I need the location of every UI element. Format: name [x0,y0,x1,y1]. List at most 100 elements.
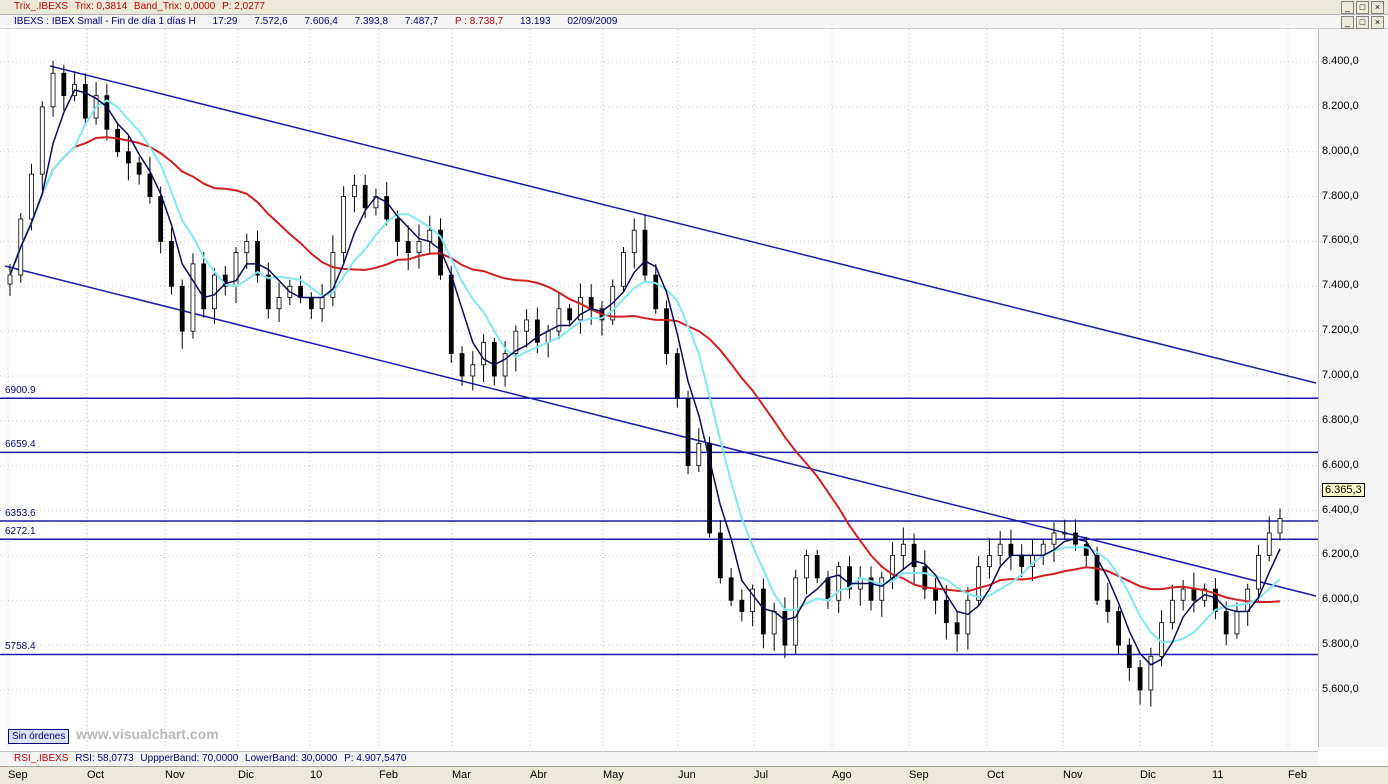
rsi-indicator-bar: RSI_.IBEXS RSI: 58,0773 UppperBand: 70,0… [0,751,1318,765]
candle-up [330,252,336,298]
month-label: Nov [165,769,185,781]
ma-mid-line [9,99,1281,643]
month-label: May [603,769,624,781]
candle-up [987,555,992,568]
date-value: 02/09/2009 [567,16,618,27]
candle-down [115,128,121,153]
candle-up [879,577,885,601]
month-label: Sep [8,769,28,781]
trix-name: Trix_.IBEXS [14,1,69,12]
trix-value: Trix: 0,3814 [74,1,128,12]
candle-up [793,577,799,646]
candle-up [470,364,476,377]
chart-minimize-button[interactable]: _ [1341,16,1354,29]
top-indicator-bar: Trix_.IBEXS Trix: 0,3814 Band_Trix: 0,00… [0,0,1388,15]
candle-up [416,241,422,254]
candle-down [1083,543,1089,556]
candle-down [405,241,411,254]
price-chart[interactable] [0,29,1318,747]
symbol-label: IBEXS : IBEX Small - Fin de día 1 días H [14,16,196,27]
y-axis-label: 8.000,0 [1322,144,1359,157]
chart-window-buttons: _ □ × [1339,16,1384,29]
y-axis-label: 7.800,0 [1322,189,1359,202]
candle-down [847,566,852,590]
candle-down [653,274,659,310]
y-axis-label: 6.800,0 [1322,413,1359,426]
sin-ordenes-button[interactable]: Sin órdenes [8,729,70,744]
minimize-button[interactable]: _ [1341,1,1354,14]
candle-down [1008,543,1014,556]
candle-down [395,218,400,242]
candle-up [481,341,486,366]
hline-label: 6900.9 [5,385,36,397]
candle-up [750,588,756,612]
candle-down [760,588,766,635]
hline-label: 6353.6 [5,507,36,519]
month-label: Oct [987,769,1005,781]
month-label: Dic [238,769,254,781]
month-label: 11 [1212,769,1224,781]
candle-down [61,72,67,97]
candle-up [804,555,809,579]
candle-up [352,184,357,197]
rsi-legend: RSI_.IBEXS RSI: 58,0773 UppperBand: 70,0… [14,753,410,764]
month-label: Feb [379,769,398,781]
candle-down [728,577,734,601]
candle-down [265,274,271,310]
candle-up [502,353,508,377]
candle-up [1277,518,1283,534]
candle-up [696,442,702,467]
volume-value: 13.193 [519,16,551,27]
candle-up [7,274,13,285]
chart-close-button[interactable]: × [1371,16,1384,29]
y-axis-label: 6.000,0 [1322,593,1359,606]
high-value: 7.606,4 [304,16,338,27]
hline-label: 6272.1 [5,526,36,538]
month-label: Oct [87,769,105,781]
candle-up [1169,599,1175,624]
y-axis-label: 7.200,0 [1322,324,1359,337]
rsi-name: RSI_.IBEXS [14,753,69,764]
chart-maximize-button[interactable]: □ [1356,16,1369,29]
trix-p-value: P: 2,0277 [222,1,265,12]
close-button[interactable]: × [1371,1,1384,14]
candle-down [448,274,454,354]
candle-down [868,577,874,601]
month-label: Jul [754,769,769,781]
candle-down [814,555,820,579]
month-label: 10 [310,769,323,781]
candle-down [136,162,142,175]
candle-down [222,274,228,287]
band-trix-value: Band_Trix: 0,0000 [133,1,216,12]
candle-down [717,532,723,579]
month-label: Dic [1140,769,1156,781]
candle-up [190,263,196,332]
hline-label: 6659.4 [5,439,36,451]
candle-up [771,611,777,635]
candle-up [1256,555,1261,590]
candle-up [341,196,347,254]
rsi-value: RSI: 58,0773 [75,753,134,764]
candle-up [631,229,637,254]
candle-down [943,599,949,624]
candle-up [276,297,282,310]
candle-down [642,229,648,276]
candle-down [158,196,164,242]
candle-down [588,297,594,310]
y-axis-label: 8.200,0 [1322,99,1359,112]
candle-up [513,330,519,354]
candle-up [39,106,45,175]
candle-up [319,297,325,310]
y-axis-label: 6.400,0 [1322,503,1359,516]
candle-down [298,285,303,298]
candle-down [534,319,540,343]
price-info-bar: IBEXS : IBEX Small - Fin de día 1 días H… [0,15,1388,29]
candle-up [976,566,982,601]
y-axis-label: 8.400,0 [1322,55,1359,67]
candle-down [707,442,712,534]
maximize-button[interactable]: □ [1356,1,1369,14]
candle-up [1266,532,1272,556]
candle-down [664,308,669,354]
hline-label: 5758.4 [5,641,36,653]
candle-up [524,319,530,332]
